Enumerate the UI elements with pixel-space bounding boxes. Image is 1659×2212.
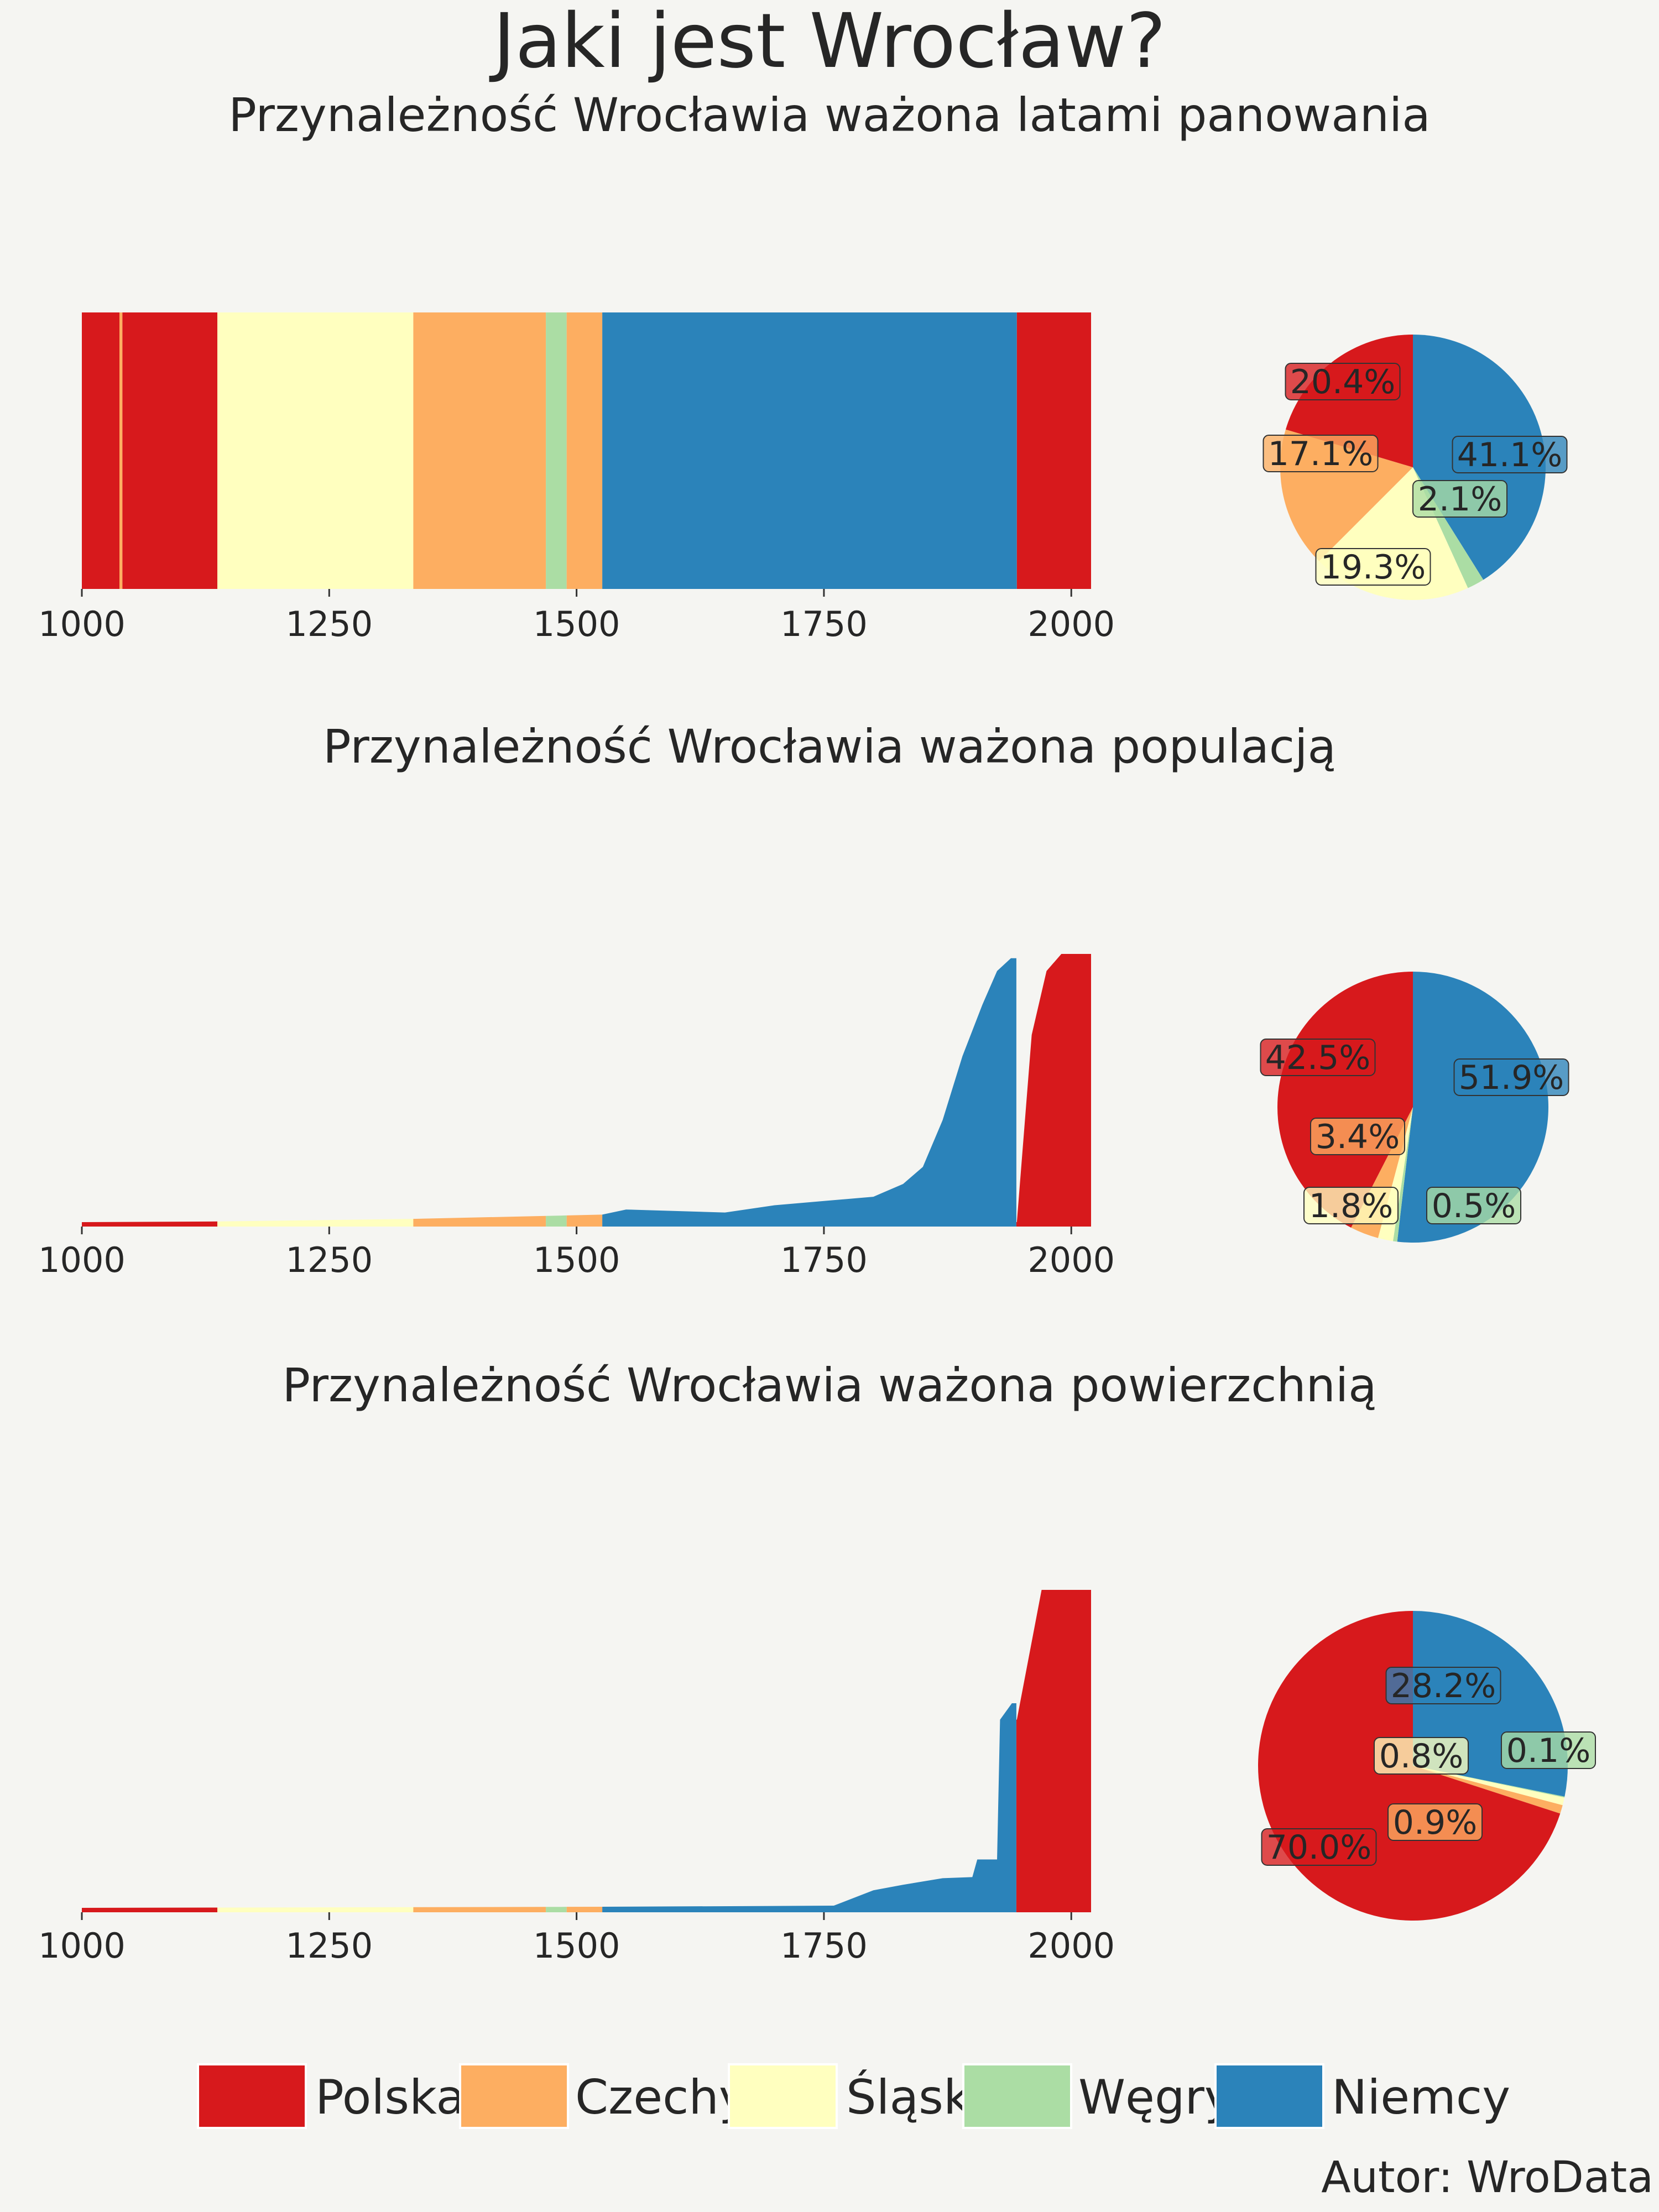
bar-segment-cz-6 (566, 312, 603, 589)
pie-label-box (1385, 1667, 1501, 1704)
area-segment-sl-1 (217, 1907, 414, 1912)
x-tick-label: 1000 (38, 1240, 126, 1280)
area-segment-de-5 (602, 958, 1016, 1227)
pie-label-cz: 17.1% (1268, 435, 1374, 473)
x-tick-label: 1500 (533, 604, 620, 644)
bar-segment-sl-3 (217, 312, 414, 589)
pie-label-cz: 3.4% (1316, 1118, 1400, 1156)
pie-label-box (1310, 1118, 1405, 1155)
area-segment-hu-3 (546, 1907, 567, 1912)
pie-slice-de (1397, 972, 1548, 1243)
x-tick-label: 2000 (1027, 1926, 1115, 1966)
bar-segment-pl-8 (1016, 312, 1091, 589)
chart-1-panel: 1000 1250 1500 1750 2000 41.1% 2.1% 19.3% 17.1% 2… (38, 312, 1568, 644)
pie-label-sl: 19.3% (1321, 548, 1426, 587)
pie-label-box (1387, 1803, 1483, 1841)
x-tick-label: 1500 (533, 1240, 620, 1280)
legend-label-de: Niemcy (1332, 2070, 1510, 2125)
area-segment-sl-1 (217, 1219, 414, 1227)
area-segment-cz-4 (566, 1907, 603, 1912)
pie-label-pl: 70.0% (1266, 1828, 1372, 1867)
pie-label-box (1501, 1731, 1596, 1769)
chart-3-panel: 1000 1250 1500 1750 2000 28.2% 0.1% 0.8% 0.9% 70.… (38, 1590, 1596, 1966)
area-segment-cz-2 (413, 1907, 546, 1912)
pie-label-sl: 1.8% (1309, 1187, 1393, 1225)
legend-label-sl: Śląsk (846, 2069, 971, 2125)
x-tick-label: 2000 (1027, 604, 1115, 644)
x-tick-label: 1000 (38, 604, 126, 644)
pie-label-box (1260, 1039, 1376, 1076)
main-title: Jaki jest Wrocław? (493, 0, 1166, 85)
pie-label-box (1412, 480, 1507, 518)
bar-segment-cz-1 (119, 312, 123, 589)
x-tick-label: 2000 (1027, 1240, 1115, 1280)
author-credit: Autor: WroData (1321, 2153, 1653, 2203)
x-tick-label: 1250 (285, 604, 373, 644)
bar-segment-hu-5 (546, 312, 567, 589)
x-tick-label: 1500 (533, 1926, 620, 1966)
area-segment-cz-2 (413, 1215, 546, 1227)
pie-label-box (1303, 1187, 1399, 1224)
pie-label-box (1261, 1828, 1377, 1866)
pie-label-de: 41.1% (1457, 436, 1563, 474)
x-tick-label: 1250 (285, 1240, 373, 1280)
pie-label-box (1453, 1058, 1569, 1096)
area-segment-pl-6 (1016, 954, 1091, 1227)
pie-label-box (1262, 435, 1379, 472)
legend-label-hu: Węgry (1078, 2070, 1233, 2125)
legend-label-pl: Polska (315, 2070, 465, 2125)
x-tick-label: 1750 (780, 1926, 868, 1966)
bar-segment-cz-4 (413, 312, 546, 589)
pie-slice-cz (1413, 1766, 1563, 1814)
pie-label-hu: 0.5% (1432, 1187, 1516, 1225)
x-tick-label: 1250 (285, 1926, 373, 1966)
legend-swatch-cz (459, 2063, 569, 2129)
pie-label-box (1452, 436, 1568, 473)
area-segment-pl-6 (1016, 1590, 1091, 1912)
pie-slice-pl (1277, 972, 1413, 1228)
area-segment-pl-0 (82, 1907, 218, 1912)
chart-1-title: Przynależność Wrocławia ważona latami pa… (228, 88, 1431, 142)
pie-label-sl: 0.8% (1379, 1737, 1463, 1776)
pie-label-pl: 20.4% (1290, 363, 1396, 401)
area-segment-pl-0 (82, 1221, 218, 1227)
chart-2-panel: 1000 1250 1500 1750 2000 51.9% 0.5% 1.8% 3.4% 42.… (38, 954, 1569, 1280)
pie-label-box (1426, 1187, 1521, 1224)
bar-segment-de-7 (602, 312, 1017, 589)
x-tick-label: 1750 (780, 604, 868, 644)
legend-swatch-pl (197, 2063, 307, 2129)
legend-swatch-sl (728, 2063, 838, 2129)
pie-label-box (1315, 548, 1431, 586)
pie-label-de: 51.9% (1459, 1058, 1564, 1097)
x-tick-label: 1000 (38, 1926, 126, 1966)
chart-2-title: Przynależność Wrocławia ważona populacją (323, 719, 1336, 774)
legend: Polska Czechy Śląsk Węgry Niemcy (197, 2063, 1510, 2129)
pie-label-box (1285, 363, 1401, 400)
chart-3-title: Przynależność Wrocławia ważona powierzch… (282, 1358, 1377, 1412)
x-tick-label: 1750 (780, 1240, 868, 1280)
pie-label-hu: 2.1% (1418, 480, 1502, 519)
pie-label-hu: 0.1% (1506, 1731, 1590, 1770)
pie-label-pl: 42.5% (1265, 1039, 1371, 1077)
pie-label-de: 28.2% (1391, 1667, 1496, 1705)
area-segment-cz-4 (566, 1214, 603, 1227)
area-segment-hu-3 (546, 1215, 567, 1227)
legend-swatch-hu (962, 2063, 1072, 2129)
pie-slice-sl (1413, 1766, 1565, 1806)
bar-segment-pl-0 (82, 312, 119, 589)
pie-label-box (1374, 1737, 1469, 1775)
legend-swatch-de (1214, 2063, 1324, 2129)
bar-segment-pl-2 (122, 312, 218, 589)
legend-label-cz: Czechy (575, 2070, 747, 2125)
pie-label-cz: 0.9% (1393, 1803, 1477, 1842)
area-segment-de-5 (602, 1703, 1016, 1912)
